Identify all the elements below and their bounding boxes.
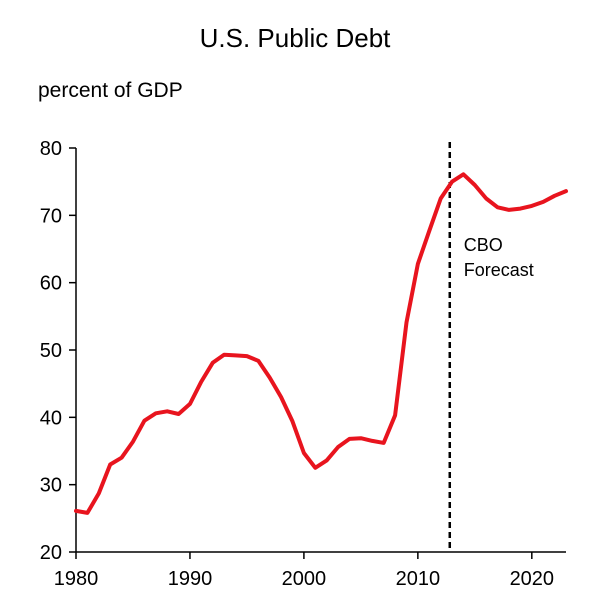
x-tick-label: 1980 [54,568,99,590]
forecast-label-line-1: CBO [464,235,503,255]
y-tick-label: 80 [40,138,62,160]
x-tick-label: 2000 [282,568,327,590]
y-tick-label: 20 [40,542,62,564]
forecast-label-line-2: Forecast [464,260,534,280]
y-tick-label: 70 [40,205,62,227]
x-tick-label: 2010 [396,568,441,590]
y-tick-label: 60 [40,273,62,295]
y-tick-label: 50 [40,340,62,362]
series-line-debt [74,172,568,515]
y-tick-label: 30 [40,475,62,497]
x-tick-label: 2020 [510,568,555,590]
y-tick-label: 40 [40,407,62,429]
x-tick-label: 1990 [168,568,213,590]
chart-title: U.S. Public Debt [199,23,391,53]
y-axis-label: percent of GDP [38,79,183,102]
